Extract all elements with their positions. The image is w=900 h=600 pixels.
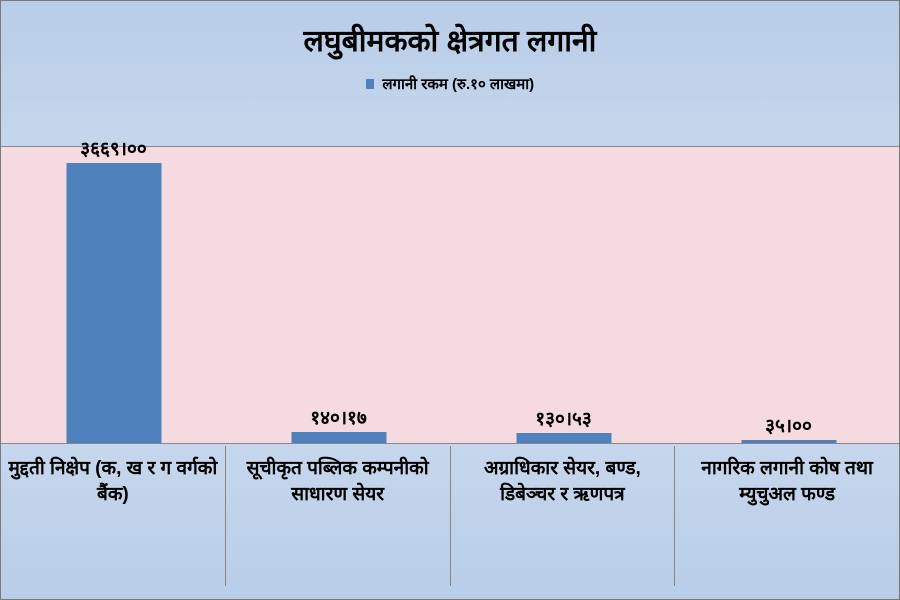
chart-container: लघुबीमकको क्षेत्रगत लगानी लगानी रकम (रु.… [0,0,900,600]
legend-label: लगानी रकम (रु.१० लाखमा) [382,76,534,93]
chart-legend: लगानी रकम (रु.१० लाखमा) [1,68,899,104]
bar [291,432,386,443]
data-label: ३५।०० [765,412,812,438]
data-label: १३०।५३ [535,405,592,431]
legend-color-marker [366,79,374,89]
bar-slot: १३०।५३ [451,147,676,443]
axis-label: अग्राधिकार सेयर, बण्ड, डिबेञ्चर र ऋणपत्र [451,446,676,586]
axis-label: मुद्दती निक्षेप (क, ख र ग वर्गको बैंक) [1,446,226,586]
bar-slot: ३५।०० [676,147,900,443]
axis-label: नागरिक लगानी कोष तथा म्युचुअल फण्ड [675,446,899,586]
bar-slot: १४०।१७ [226,147,451,443]
bar [66,163,161,443]
chart-title: लघुबीमकको क्षेत्रगत लगानी [1,1,899,68]
axis-label: सूचीकृत पब्लिक कम्पनीको साधारण सेयर [226,446,451,586]
bar [516,433,611,443]
x-axis-labels: मुद्दती निक्षेप (क, ख र ग वर्गको बैंक) स… [1,446,899,586]
plot-area: ३६६९।०० १४०।१७ १३०।५३ ३५।०० [1,146,899,444]
bar-slot: ३६६९।०० [1,147,226,443]
data-label: ३६६९।०० [80,135,146,161]
data-label: १४०।१७ [310,404,367,430]
bar [741,440,836,443]
